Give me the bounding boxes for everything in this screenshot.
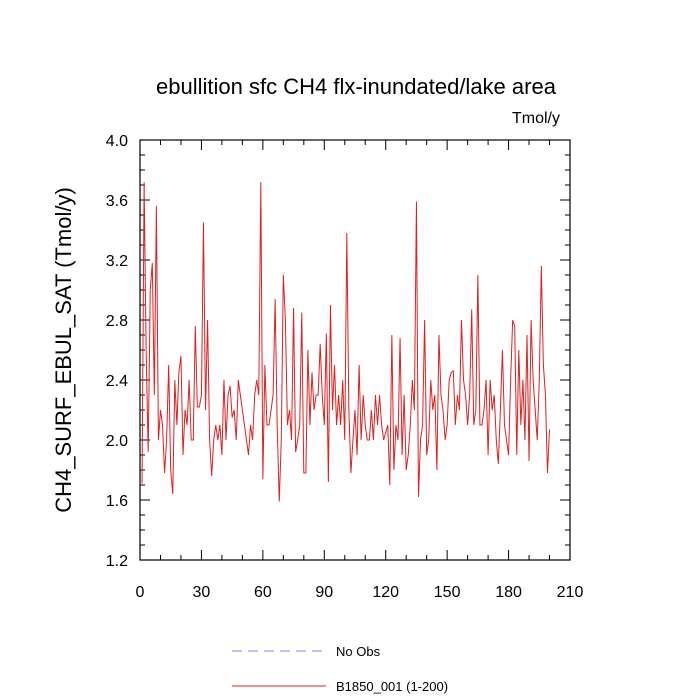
y-tick-label: 4.0 [106,133,128,150]
y-tick-label: 2.0 [106,433,128,450]
axis-tick-labels: 0 30 60 90 120 150 180 210 1.2 1.6 2.0 2.4 2.8 3.2 3.6… [106,133,584,601]
y-tick-label: 1.2 [106,553,128,570]
y-tick-label: 3.6 [106,193,128,210]
units-label: Tmol/y [512,110,560,127]
y-tick-label: 2.8 [106,313,128,330]
y-tick-label: 1.6 [106,493,128,510]
plot-frame [139,139,571,561]
legend-label: No Obs [336,644,381,659]
series-line [141,181,551,502]
y-tick-label: 3.2 [106,253,128,270]
legend: No Obs B1850_001 (1-200) [232,644,448,694]
x-tick-label: 30 [193,584,211,601]
x-tick-label: 60 [254,584,272,601]
x-tick-label: 90 [315,584,333,601]
y-tick-label: 2.4 [106,373,128,390]
x-tick-label: 210 [557,584,584,601]
series-layer [141,181,551,502]
legend-label: B1850_001 (1-200) [336,679,448,694]
x-tick-label: 0 [136,584,145,601]
x-tick-label: 150 [434,584,461,601]
chart-title: ebullition sfc CH4 flx-inundated/lake ar… [156,74,557,99]
plot-area: 0 30 60 90 120 150 180 210 1.2 1.6 2.0 2.4 2.8 3.2 3.6… [106,133,584,601]
x-tick-label: 120 [372,584,399,601]
x-tick-label: 180 [495,584,522,601]
y-axis-title: CH4_SURF_EBUL_SAT (Tmol/y) [51,187,76,513]
